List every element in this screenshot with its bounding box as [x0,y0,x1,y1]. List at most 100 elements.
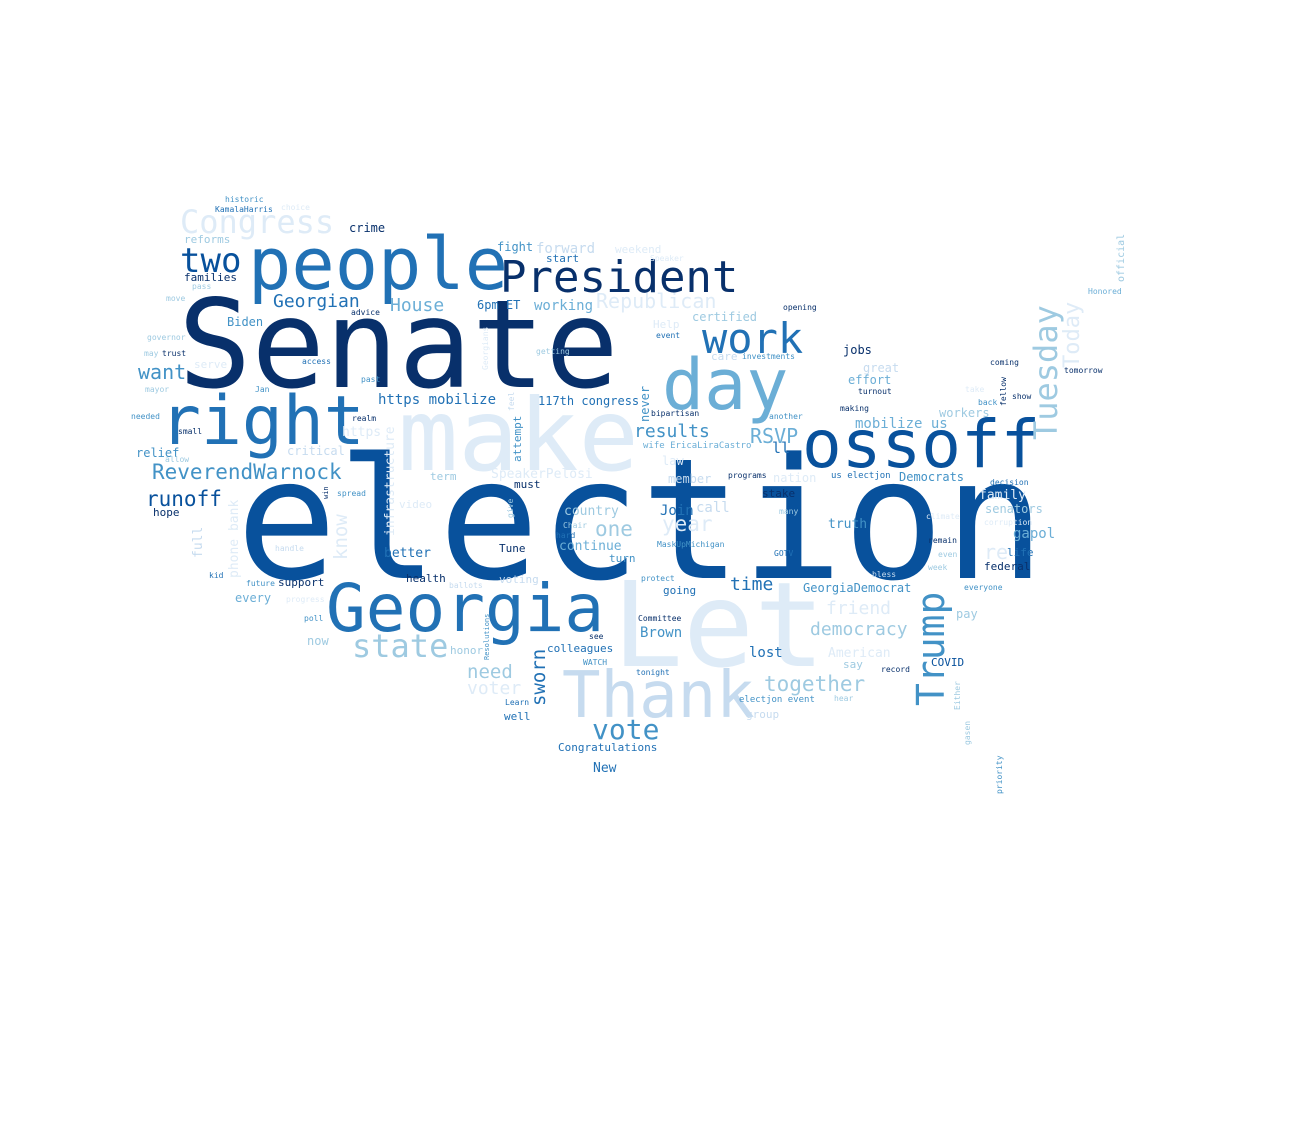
word-cloud-word: working [534,298,594,314]
word-cloud-word: Let [612,556,826,694]
word-cloud-word: see [589,632,604,641]
word-cloud-word: day [662,344,789,426]
word-cloud-word: Honored [1088,287,1122,296]
word-cloud-word: jobs [843,343,872,357]
word-cloud-word: poll [304,614,324,623]
word-cloud-word: people [248,222,509,306]
word-cloud-word: Georgia [326,570,605,647]
word-cloud-word: wife EricaLiraCastro [643,441,752,451]
word-cloud-word: Georgians [481,326,490,370]
word-cloud-word: remain [928,536,957,545]
word-cloud-word: coming [990,358,1019,367]
word-cloud-word: year [662,512,713,536]
word-cloud-word: Thank [562,659,755,733]
word-cloud-word: spread [337,489,366,498]
word-cloud-word: honor [450,644,484,657]
word-cloud-word: support [278,576,325,589]
word-cloud-word: every [235,591,272,605]
word-cloud-word: Senate [178,274,619,416]
word-cloud-word: investments [742,352,795,361]
word-cloud-word: must [514,478,541,491]
word-cloud-word: time [730,574,774,595]
word-cloud-word: corruption [984,518,1033,527]
word-cloud-word: start [546,252,580,265]
word-cloud-word: re [984,540,1009,564]
word-cloud-word: together [764,672,866,696]
word-cloud-word: pay [956,607,978,621]
word-cloud-word: move [166,294,186,303]
word-cloud-word: know [330,514,352,560]
word-cloud-word: feel [507,391,516,411]
word-cloud-word: phone bank [227,499,242,578]
word-cloud-word: want [138,360,187,384]
word-cloud-word: voting [499,573,539,586]
word-cloud-word: great [863,361,900,375]
word-cloud-word: opening [783,303,817,312]
word-cloud-word: Congratulations [558,741,658,754]
word-cloud-word: Help [653,318,680,331]
word-cloud-word: two [180,241,242,281]
word-cloud-word: 117th congress [538,394,640,408]
word-cloud-word: American [828,646,891,661]
word-cloud-word: relief [136,446,180,460]
word-cloud-word: reforms [184,233,231,246]
word-cloud-word: us electjon [831,471,891,481]
word-cloud-word: back [978,398,998,407]
word-cloud-word: Biden [227,315,264,329]
word-cloud-word: trust [162,349,187,358]
word-cloud-word: Committee [638,614,682,623]
word-cloud-word: give [506,498,515,518]
word-cloud-word: hope [153,506,180,519]
word-cloud-word: vote [592,713,660,746]
word-cloud-word: governor [147,333,186,342]
word-cloud-word: effort [848,373,892,387]
word-cloud-word: video [399,498,433,511]
word-cloud-word: Brown [640,625,683,641]
word-cloud-word: election [236,422,1046,618]
word-cloud-word: fellow [999,377,1008,406]
word-cloud-word: stake [762,487,796,500]
word-cloud-word: making [840,404,869,413]
word-cloud-word: voter [467,678,522,699]
word-cloud-word: Congress [180,203,335,241]
word-cloud-word: KamalaHarris [215,205,273,214]
word-cloud-word: weekend [615,243,662,256]
word-cloud-word: family [979,488,1026,503]
word-cloud-word: right [160,382,365,461]
word-cloud-word: health [406,572,446,585]
word-cloud-word: serve [194,358,228,371]
word-cloud-word: SpeakerPelosi [491,467,593,482]
word-cloud-word: allow [165,455,190,464]
word-cloud-word: democracy [810,619,908,640]
word-cloud-word: Tune [499,542,526,555]
word-cloud-word: take [965,385,985,394]
word-cloud-word: well [504,710,531,723]
word-cloud-word: record [881,665,910,674]
word-cloud-word: climate [926,512,960,521]
word-cloud-word: week [928,563,948,572]
word-cloud-word: COVID [931,656,965,669]
word-cloud-word: gasen [963,720,972,745]
word-cloud-word: state [352,627,449,665]
word-cloud-word: going [663,584,697,597]
word-cloud-word: hear [834,694,854,703]
word-cloud-word: runoff [146,487,222,511]
word-cloud-word: tonight [636,668,670,677]
word-cloud-word: families [184,271,237,284]
word-cloud-word: realm [352,414,377,423]
word-cloud-word: mayor [145,385,170,394]
word-cloud-word: bless [872,570,897,579]
word-cloud-word: past [361,375,381,384]
word-cloud-word: work [702,314,804,363]
word-cloud-word: House [390,295,445,316]
word-cloud-word: turn [609,552,636,565]
word-cloud-word: certified [692,310,758,324]
word-cloud-word: GOTV [774,549,794,558]
word-cloud-word: member [668,472,712,486]
word-cloud-word: term [430,470,457,483]
word-cloud-word: getting [536,347,570,356]
word-cloud-word: electjon event [739,695,815,705]
word-cloud-word: historic [225,195,264,204]
word-cloud-word: New [593,761,617,776]
